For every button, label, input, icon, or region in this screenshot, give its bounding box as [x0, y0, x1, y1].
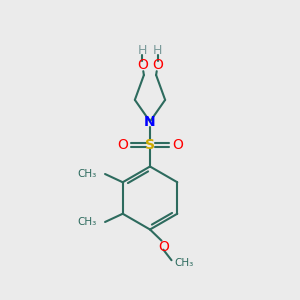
Text: S: S	[145, 138, 155, 152]
Text: CH₃: CH₃	[77, 169, 97, 179]
Text: CH₃: CH₃	[77, 217, 97, 227]
Text: H: H	[138, 44, 147, 57]
Text: H: H	[153, 44, 162, 57]
Text: N: N	[144, 115, 156, 128]
Text: O: O	[172, 138, 183, 152]
Text: O: O	[152, 58, 163, 73]
Text: CH₃: CH₃	[175, 258, 194, 268]
Text: O: O	[158, 240, 169, 254]
Text: O: O	[117, 138, 128, 152]
Text: O: O	[137, 58, 148, 73]
